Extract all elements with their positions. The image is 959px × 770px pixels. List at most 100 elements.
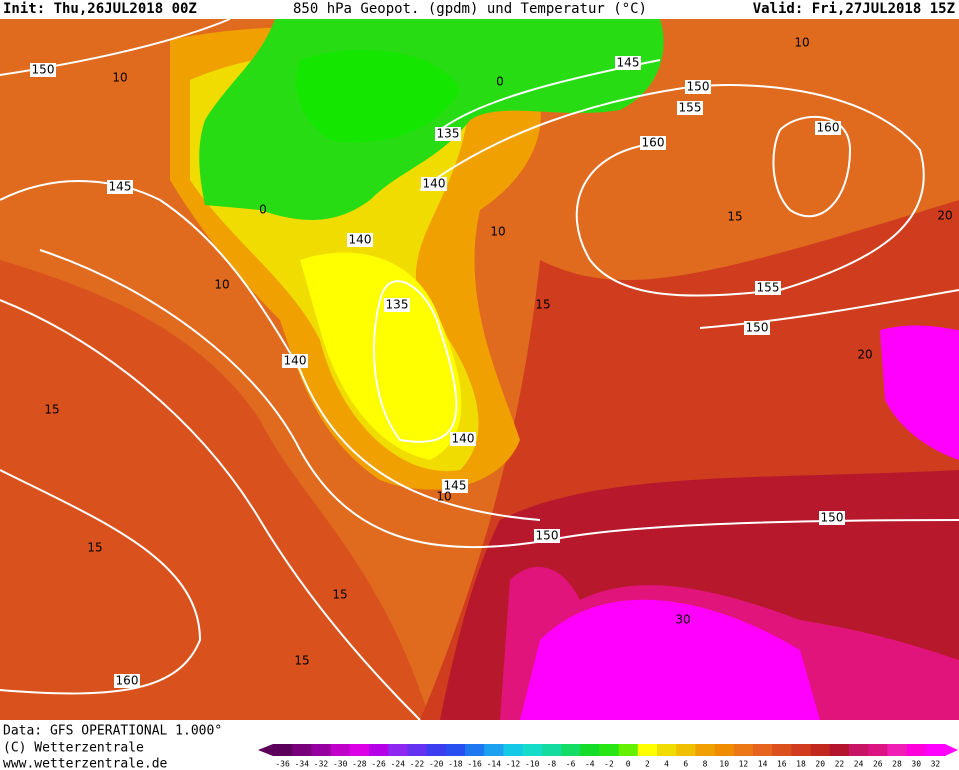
- legend-tick-label: -34: [295, 760, 310, 769]
- temperature-label: 0: [496, 75, 504, 89]
- legend-swatch: [369, 744, 389, 756]
- label-box: [534, 529, 560, 543]
- legend-tick-label: -8: [547, 760, 557, 769]
- temperature-label: 15: [727, 210, 742, 224]
- legend-tick-label: 0: [626, 760, 631, 769]
- legend-swatch: [676, 744, 696, 756]
- legend-swatch: [868, 744, 888, 756]
- label-box: [442, 479, 468, 493]
- height-label: 155: [679, 101, 702, 115]
- label-box: [114, 674, 140, 688]
- height-label: 155: [757, 281, 780, 295]
- legend-tick-label: 20: [815, 760, 825, 769]
- greenland-core: [296, 50, 460, 143]
- legend-tick-label: -20: [429, 760, 444, 769]
- height-label: 140: [423, 177, 446, 191]
- label-box: [107, 180, 133, 194]
- legend-tick-label: 4: [664, 760, 669, 769]
- height-label: 145: [109, 180, 132, 194]
- height-label: 140: [452, 432, 475, 446]
- warm-field: [0, 260, 430, 720]
- height-label: 135: [437, 127, 460, 141]
- height-label: 145: [617, 56, 640, 70]
- legend-swatch: [465, 744, 485, 756]
- legend-swatch: [906, 744, 927, 756]
- legend-tick-label: -14: [487, 760, 502, 769]
- legend-tick-label: -22: [410, 760, 425, 769]
- legend-arrow-right: [945, 744, 958, 756]
- legend-tick-label: 16: [777, 760, 787, 769]
- label-box: [282, 354, 308, 368]
- temperature-label: 15: [44, 403, 59, 417]
- label-box: [450, 432, 476, 446]
- temperature-label: 15: [87, 541, 102, 555]
- label-box: [615, 56, 641, 70]
- temperature-label: 10: [490, 225, 505, 239]
- height-label: 150: [746, 321, 769, 335]
- legend-swatch: [695, 744, 716, 756]
- legend-tick-label: -10: [525, 760, 540, 769]
- legend-swatch: [292, 744, 312, 756]
- legend-swatch: [273, 744, 293, 756]
- height-label: 140: [349, 233, 372, 247]
- label-box: [384, 298, 410, 312]
- legend-swatch: [618, 744, 639, 756]
- legend-swatch: [541, 744, 562, 756]
- temperature-label: 15: [332, 588, 347, 602]
- data-source: Data: GFS OPERATIONAL 1.000°: [3, 724, 222, 739]
- legend-swatch: [388, 744, 408, 756]
- height-label: 140: [284, 354, 307, 368]
- temperature-label: 10: [794, 36, 809, 50]
- legend-swatch: [753, 744, 773, 756]
- legend-swatch: [599, 744, 620, 756]
- label-box: [685, 80, 711, 94]
- label-box: [421, 177, 447, 191]
- legend-tick-label: -4: [585, 760, 595, 769]
- legend-swatch: [580, 744, 600, 756]
- legend-swatch: [772, 744, 792, 756]
- sahara-heat: [520, 599, 820, 720]
- legend-swatch: [522, 744, 543, 756]
- temperature-label: 15: [294, 654, 309, 668]
- legend-arrow-left: [258, 744, 273, 756]
- legend-tick-label: 2: [645, 760, 650, 769]
- height-label: 150: [536, 529, 559, 543]
- init-time: Init: Thu,26JUL2018 00Z: [3, 1, 197, 17]
- legend-swatch: [887, 744, 908, 756]
- legend-tick-label: 30: [911, 760, 921, 769]
- legend-tick-label: 18: [796, 760, 806, 769]
- temperature-label: 10: [112, 71, 127, 85]
- height-label: 150: [687, 80, 710, 94]
- legend-tick-label: -24: [391, 760, 406, 769]
- legend-swatch: [484, 744, 504, 756]
- legend-tick-label: -6: [566, 760, 576, 769]
- legend-swatch: [426, 744, 447, 756]
- color-legend: -36 -34 -32 -30 -28 -26 -24 -22 -20 -18 -16 -14 -12-…: [258, 744, 958, 769]
- legend-swatch: [791, 744, 812, 756]
- legend-tick-label: -12: [506, 760, 521, 769]
- legend-swatch: [637, 744, 658, 756]
- height-label: 160: [116, 674, 139, 688]
- valid-time: Valid: Fri,27JUL2018 15Z: [753, 1, 955, 17]
- legend-tick-label: -30: [333, 760, 348, 769]
- legend-tick-label: 32: [931, 760, 941, 769]
- legend-tick-label: 14: [758, 760, 768, 769]
- legend-swatch: [925, 744, 946, 756]
- legend-tick-label: -26: [371, 760, 386, 769]
- legend-swatch: [849, 744, 869, 756]
- temperature-label: 10: [214, 278, 229, 292]
- temperature-label: 0: [259, 203, 267, 217]
- website: www.wetterzentrale.de: [3, 757, 168, 770]
- height-contours: [0, 18, 959, 721]
- legend-tick-label: -16: [467, 760, 482, 769]
- legend-tick-label: 12: [739, 760, 749, 769]
- legend-tick-label: 28: [892, 760, 902, 769]
- legend-swatch: [311, 744, 332, 756]
- legend-tick-label: 6: [683, 760, 688, 769]
- temperature-label: 15: [535, 298, 550, 312]
- height-label: 145: [444, 479, 467, 493]
